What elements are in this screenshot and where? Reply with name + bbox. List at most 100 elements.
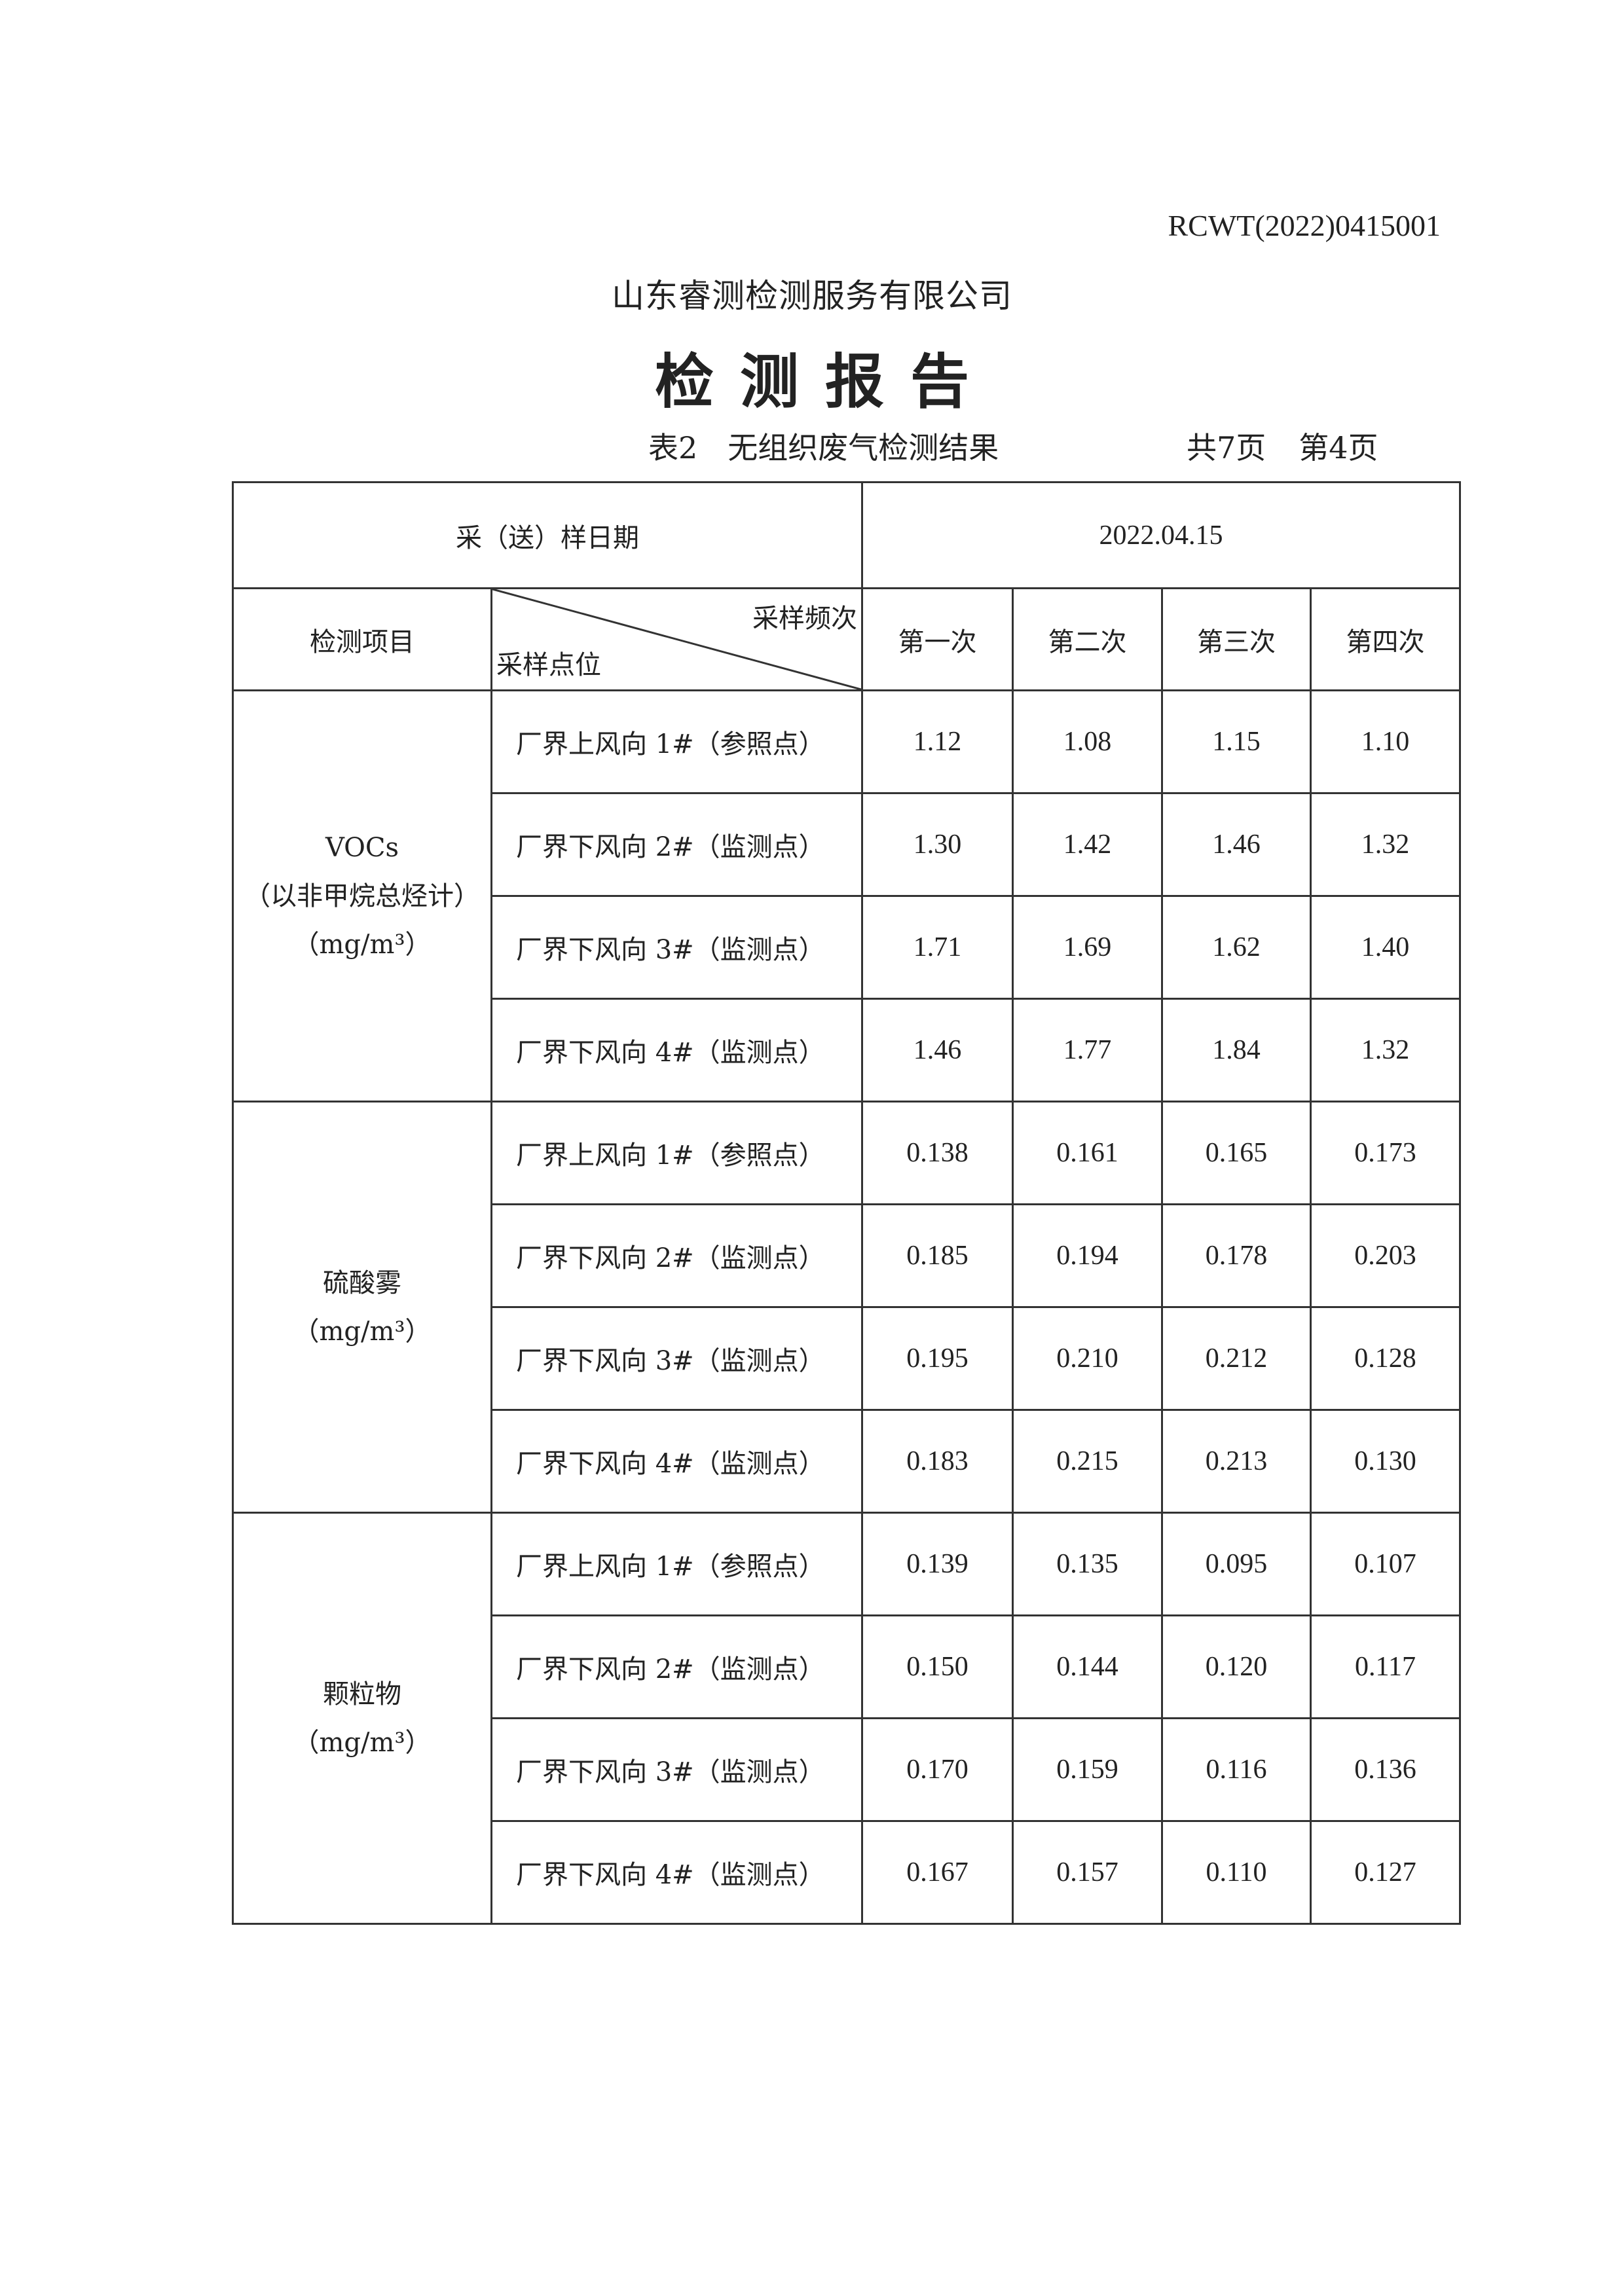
result-value: 0.178 <box>1161 1203 1312 1308</box>
header-run-1: 第一次 <box>861 587 1014 691</box>
header-item: 检测项目 <box>232 587 492 691</box>
result-value: 0.185 <box>861 1203 1014 1308</box>
result-value: 0.139 <box>861 1512 1014 1616</box>
table-row: VOCs （以非甲烷总烃计） （mg/m³） 厂界上风向 1#（参照点） 1.12 1.0… <box>232 689 1461 1102</box>
table-row: 硫酸雾 （mg/m³） 厂界上风向 1#（参照点） 0.138 0.161 0.165 0.… <box>232 1101 1461 1514</box>
result-value: 1.08 <box>1012 689 1163 794</box>
table-row: 厂界下风向 4#（监测点） 0.167 0.157 0.110 0.127 <box>233 1820 1461 1925</box>
result-value: 0.136 <box>1310 1717 1461 1822</box>
item-note: （以非甲烷总烃计） <box>244 881 480 911</box>
result-value: 0.107 <box>1310 1512 1461 1616</box>
table-row: 厂界下风向 2#（监测点） 1.30 1.42 1.46 1.32 <box>233 792 1461 897</box>
result-value: 1.15 <box>1161 689 1312 794</box>
result-value: 1.40 <box>1310 895 1461 1000</box>
total-pages: 共7页 <box>1187 430 1266 465</box>
result-value: 0.130 <box>1310 1409 1461 1514</box>
result-value: 0.212 <box>1161 1306 1312 1411</box>
sampling-point: 厂界下风向 2#（监测点） <box>490 792 863 897</box>
header-run-2: 第二次 <box>1012 587 1163 691</box>
results-table: 采（送）样日期 2022.04.15 检测项目 采样频次 采样点位 第一次 第二… <box>232 481 1461 1925</box>
result-value: 0.165 <box>1161 1101 1312 1205</box>
sampling-point: 厂界下风向 4#（监测点） <box>490 1820 863 1925</box>
result-value: 1.42 <box>1012 792 1163 897</box>
sampling-point: 厂界下风向 4#（监测点） <box>490 998 863 1102</box>
result-value: 1.46 <box>1161 792 1312 897</box>
table-row: 颗粒物 （mg/m³） 厂界上风向 1#（参照点） 0.139 0.135 0.095 0.… <box>232 1512 1461 1925</box>
test-item: VOCs （以非甲烷总烃计） （mg/m³） <box>232 689 492 1102</box>
diagonal-line <box>492 589 861 689</box>
result-value: 0.138 <box>861 1101 1014 1205</box>
result-value: 0.116 <box>1161 1717 1312 1822</box>
result-value: 1.32 <box>1310 998 1461 1102</box>
result-value: 1.62 <box>1161 895 1312 1000</box>
result-value: 0.095 <box>1161 1512 1312 1616</box>
result-value: 1.46 <box>861 998 1014 1102</box>
result-value: 0.117 <box>1310 1614 1461 1719</box>
result-value: 0.127 <box>1310 1820 1461 1925</box>
result-value: 1.77 <box>1012 998 1163 1102</box>
item-unit: （mg/m³） <box>293 1316 432 1347</box>
date-row: 采（送）样日期 2022.04.15 <box>232 481 1461 589</box>
result-value: 0.135 <box>1012 1512 1163 1616</box>
header-run-4: 第四次 <box>1310 587 1461 691</box>
result-value: 0.203 <box>1310 1203 1461 1308</box>
sampling-point: 厂界下风向 4#（监测点） <box>490 1409 863 1514</box>
page-info: 共7页 第4页 <box>1187 424 1411 467</box>
company-name: 山东睿测检测服务有限公司 <box>612 277 1012 315</box>
result-value: 0.159 <box>1012 1717 1163 1822</box>
result-value: 0.213 <box>1161 1409 1312 1514</box>
item-name: VOCs <box>325 832 399 863</box>
result-value: 1.84 <box>1161 998 1312 1102</box>
page-title: 检测报告 <box>655 347 995 416</box>
table-row: 厂界下风向 2#（监测点） 0.185 0.194 0.178 0.203 <box>233 1203 1461 1308</box>
sampling-point: 厂界上风向 1#（参照点） <box>490 1101 863 1205</box>
item-unit: （mg/m³） <box>293 929 432 960</box>
header-diagonal-cell: 采样频次 采样点位 <box>490 587 863 691</box>
sampling-point: 厂界下风向 2#（监测点） <box>490 1614 863 1719</box>
result-value: 0.157 <box>1012 1820 1163 1925</box>
result-value: 1.69 <box>1012 895 1163 1000</box>
table-row: 厂界下风向 3#（监测点） 0.170 0.159 0.116 0.136 <box>233 1717 1461 1822</box>
result-value: 1.12 <box>861 689 1014 794</box>
table-row: 厂界下风向 3#（监测点） 1.71 1.69 1.62 1.40 <box>233 895 1461 1000</box>
result-value: 1.10 <box>1310 689 1461 794</box>
result-value: 0.215 <box>1012 1409 1163 1514</box>
table-row: 厂界下风向 4#（监测点） 1.46 1.77 1.84 1.32 <box>233 998 1461 1102</box>
result-value: 0.183 <box>861 1409 1014 1514</box>
sampling-point: 厂界下风向 3#（监测点） <box>490 1717 863 1822</box>
item-unit: （mg/m³） <box>293 1727 432 1758</box>
result-value: 0.128 <box>1310 1306 1461 1411</box>
date-value: 2022.04.15 <box>861 481 1461 589</box>
date-label: 采（送）样日期 <box>232 481 863 589</box>
table-row: 厂界下风向 4#（监测点） 0.183 0.215 0.213 0.130 <box>233 1409 1461 1514</box>
result-value: 0.210 <box>1012 1306 1163 1411</box>
table-row: 厂界下风向 2#（监测点） 0.150 0.144 0.120 0.117 <box>233 1614 1461 1719</box>
header-frequency: 采样频次 <box>752 604 857 634</box>
result-value: 0.170 <box>861 1717 1014 1822</box>
test-item: 硫酸雾 （mg/m³） <box>232 1101 492 1514</box>
table-caption: 表2 无组织废气检测结果 <box>648 430 999 465</box>
result-value: 0.150 <box>861 1614 1014 1719</box>
result-value: 0.167 <box>861 1820 1014 1925</box>
current-page: 第4页 <box>1299 430 1378 465</box>
result-value: 0.195 <box>861 1306 1014 1411</box>
table-row: 厂界下风向 3#（监测点） 0.195 0.210 0.212 0.128 <box>233 1306 1461 1411</box>
sampling-point: 厂界下风向 3#（监测点） <box>490 1306 863 1411</box>
result-value: 0.161 <box>1012 1101 1163 1205</box>
header-run-3: 第三次 <box>1161 587 1312 691</box>
result-value: 1.32 <box>1310 792 1461 897</box>
test-item: 颗粒物 （mg/m³） <box>232 1512 492 1925</box>
sampling-point: 厂界上风向 1#（参照点） <box>490 689 863 794</box>
result-value: 0.120 <box>1161 1614 1312 1719</box>
result-value: 0.194 <box>1012 1203 1163 1308</box>
header-point: 采样点位 <box>496 650 601 680</box>
item-name: 硫酸雾 <box>323 1267 401 1298</box>
result-value: 0.144 <box>1012 1614 1163 1719</box>
report-number: RCWT(2022)0415001 <box>1168 209 1441 242</box>
item-name: 颗粒物 <box>323 1679 401 1709</box>
result-value: 0.173 <box>1310 1101 1461 1205</box>
header-row: 检测项目 采样频次 采样点位 第一次 第二次 第三次 第四次 <box>232 587 1461 691</box>
sampling-point: 厂界上风向 1#（参照点） <box>490 1512 863 1616</box>
result-value: 1.30 <box>861 792 1014 897</box>
result-value: 0.110 <box>1161 1820 1312 1925</box>
